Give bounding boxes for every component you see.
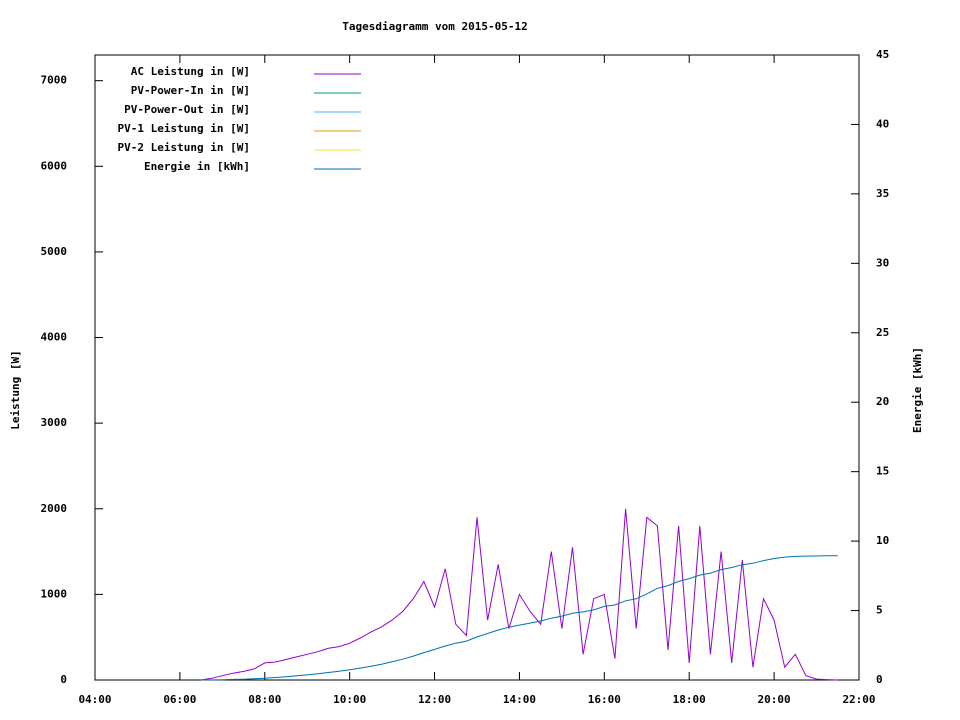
y2-tick-label: 30 <box>876 256 889 269</box>
plot-frame <box>94 54 860 681</box>
y2-tick-label: 35 <box>876 187 889 200</box>
legend-label: PV-1 Leistung in [W] <box>118 122 250 135</box>
series-line <box>201 555 838 681</box>
x-tick-label: 04:00 <box>78 693 111 706</box>
legend-label: AC Leistung in [W] <box>131 65 250 78</box>
chart-title: Tagesdiagramm vom 2015-05-12 <box>342 20 527 33</box>
y2-tick-label: 25 <box>876 326 889 339</box>
legend-label: PV-Power-In in [W] <box>131 84 250 97</box>
y-tick-label: 5000 <box>41 245 68 258</box>
y2-tick-label: 45 <box>876 48 889 61</box>
y-axis-label: Leistung [W] <box>9 350 22 429</box>
x-tick-label: 20:00 <box>758 693 791 706</box>
y-tick-label: 3000 <box>41 416 68 429</box>
y2-tick-label: 15 <box>876 465 889 478</box>
x-tick-label: 22:00 <box>842 693 875 706</box>
x-tick-label: 10:00 <box>333 693 366 706</box>
y2-tick-label: 0 <box>876 673 883 686</box>
x-tick-label: 14:00 <box>503 693 536 706</box>
legend-label: PV-2 Leistung in [W] <box>118 141 250 154</box>
series-line <box>201 508 838 681</box>
y-tick-label: 1000 <box>41 587 68 600</box>
y-tick-label: 4000 <box>41 331 68 344</box>
y-tick-label: 0 <box>60 673 67 686</box>
x-tick-label: 06:00 <box>163 693 196 706</box>
x-tick-label: 08:00 <box>248 693 281 706</box>
y2-tick-label: 20 <box>876 395 889 408</box>
x-tick-label: 12:00 <box>418 693 451 706</box>
y2-tick-label: 5 <box>876 604 883 617</box>
x-tick-label: 16:00 <box>588 693 621 706</box>
x-tick-label: 18:00 <box>673 693 706 706</box>
legend-label: Energie in [kWh] <box>144 160 250 173</box>
y2-axis-label: Energie [kWh] <box>911 347 924 433</box>
y2-tick-label: 10 <box>876 534 889 547</box>
y-tick-label: 7000 <box>41 74 68 87</box>
y2-tick-label: 40 <box>876 117 889 130</box>
y-tick-label: 2000 <box>41 502 68 515</box>
y-tick-label: 6000 <box>41 159 68 172</box>
legend-label: PV-Power-Out in [W] <box>124 103 250 116</box>
